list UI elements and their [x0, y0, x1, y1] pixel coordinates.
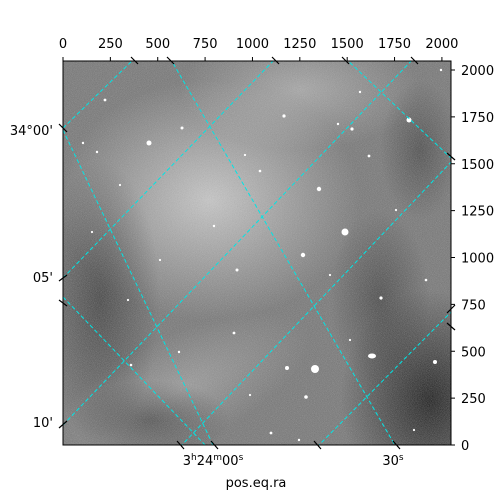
x-tick-label: 1750 [378, 37, 411, 52]
x-tick-label: 750 [193, 37, 218, 52]
y-tick-label: 2000 [461, 64, 494, 79]
star [394, 208, 398, 212]
star [304, 395, 308, 399]
star [243, 153, 247, 157]
star [235, 268, 239, 272]
x-tick-label: 2000 [425, 37, 458, 52]
star [232, 331, 236, 335]
star [424, 278, 428, 282]
dec-tick-label-0: 34°00' [10, 124, 53, 139]
coordinate-grid [63, 61, 451, 445]
star [348, 338, 352, 342]
y-tick-label: 750 [461, 298, 486, 313]
star [297, 438, 301, 442]
y-tick-label: 250 [461, 392, 486, 407]
star [316, 186, 322, 192]
star [103, 98, 107, 102]
wcs-ticks [58, 56, 456, 450]
star [412, 428, 416, 432]
star [368, 353, 376, 359]
star [177, 350, 181, 354]
ra-tick-label-1: 30s [382, 453, 404, 469]
star [269, 431, 273, 435]
star [126, 298, 130, 302]
dec-tick-label-1: 05' [33, 271, 53, 286]
star [248, 393, 252, 397]
y-tick-label: 0 [461, 439, 469, 454]
dec-grid-line [63, 61, 274, 279]
ra-grid-line [171, 61, 396, 445]
star [282, 114, 286, 118]
x-tick-label: 0 [59, 37, 67, 52]
dec-grid-line [63, 61, 412, 426]
star [336, 122, 340, 126]
star [300, 252, 306, 258]
star [328, 273, 332, 277]
y-tick-label: 500 [461, 345, 486, 360]
star [379, 296, 383, 300]
x-tick-label: 1500 [331, 37, 364, 52]
star [367, 154, 371, 158]
x-tick-label: 1250 [283, 37, 316, 52]
star [95, 150, 99, 154]
y-tick-label: 1000 [461, 252, 494, 267]
dec-grid-line [63, 61, 133, 129]
ra-grid-line [63, 129, 214, 445]
star [81, 141, 85, 145]
ra-tick-label-0: 3h24m00s [183, 453, 244, 469]
y-tick-label: 1250 [461, 205, 494, 220]
ra-grid-line [63, 296, 206, 445]
stars [81, 68, 443, 442]
plot-frame [62, 60, 452, 446]
x-tick-label: 500 [145, 37, 170, 52]
star [311, 365, 319, 373]
star [439, 68, 443, 72]
y-tick-label: 1500 [461, 158, 494, 173]
x-axis-title: pos.eq.ra [226, 476, 287, 491]
star [129, 363, 133, 367]
star [90, 230, 94, 234]
star [350, 127, 354, 131]
star [258, 169, 262, 173]
right-tick-labels: 0 250 500 750 1000 1250 1500 1750 2000 [461, 64, 494, 454]
star [358, 90, 362, 94]
x-tick-label: 250 [98, 37, 123, 52]
ra-grid-line [347, 61, 451, 159]
star [285, 366, 289, 370]
star [158, 258, 162, 262]
dec-grid-line [181, 161, 451, 445]
star [212, 224, 216, 228]
y-tick-label: 1750 [461, 111, 494, 126]
star [146, 140, 152, 146]
star [341, 228, 349, 236]
dec-tick-label-2: 10' [33, 416, 53, 431]
pixel-ticks [62, 57, 455, 446]
star [406, 117, 412, 123]
top-tick-labels: 0 250 500 750 1000 1250 1500 1750 2000 [59, 37, 459, 52]
star [433, 360, 437, 364]
star [118, 183, 122, 187]
x-tick-label: 1000 [236, 37, 269, 52]
sky-image [63, 61, 451, 445]
star [180, 126, 184, 130]
